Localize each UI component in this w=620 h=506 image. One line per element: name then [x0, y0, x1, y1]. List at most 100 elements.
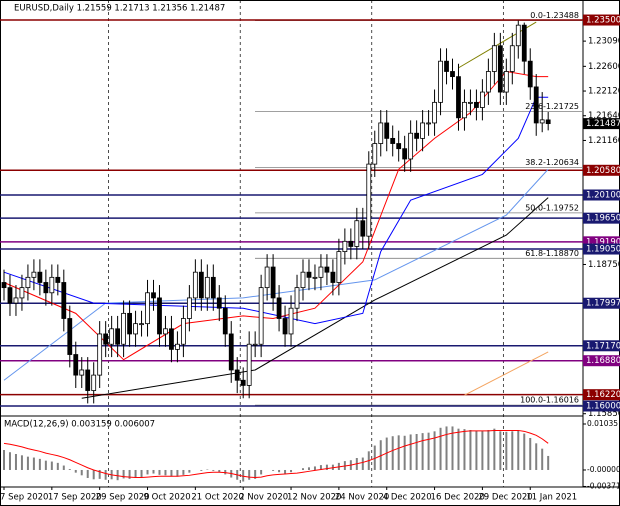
fib-label: 61.8-1.18870	[525, 249, 579, 258]
level-label: 1.17170	[586, 341, 620, 351]
candle-body	[264, 266, 270, 289]
candle-body	[222, 307, 228, 335]
current-price-tag	[583, 118, 620, 130]
candle-body	[462, 101, 467, 119]
candle-body	[61, 282, 67, 319]
level-label: 1.19650	[586, 214, 620, 224]
candle-body	[103, 333, 109, 345]
candle-body	[19, 287, 25, 299]
y-tick-label: 1.22600	[588, 62, 620, 72]
candle-body	[133, 323, 138, 335]
level-tag	[583, 297, 620, 309]
candle-body	[246, 343, 252, 386]
candle-body	[342, 240, 348, 253]
y-tick-label: 1.18750	[588, 260, 620, 270]
candle-body	[408, 132, 414, 160]
candle-body	[432, 101, 437, 124]
candle-body	[491, 45, 497, 72]
candle-body	[198, 271, 204, 299]
candle-body	[402, 148, 408, 160]
y-tick-label: 1.23090	[588, 37, 620, 47]
candle-body	[67, 318, 73, 355]
candle-body	[204, 276, 210, 299]
candle-body	[444, 60, 449, 72]
candle-body	[121, 312, 126, 345]
x-tick-label: 24 Nov 2020	[335, 493, 389, 503]
macd-y-tick-label: 0.01035	[587, 419, 618, 428]
candle-body	[175, 343, 180, 350]
candle-body	[109, 328, 115, 345]
candle-body	[43, 282, 49, 294]
indicator-line	[464, 351, 549, 396]
level-tag	[583, 355, 620, 367]
candle-body	[157, 297, 162, 335]
candle-body	[348, 240, 354, 247]
candle-body	[97, 333, 103, 376]
y-tick-label: 1.21640	[588, 111, 620, 121]
candle-body	[360, 220, 366, 237]
candle-body	[527, 60, 533, 88]
indicator-line	[3, 96, 549, 325]
candle-body	[306, 271, 312, 278]
level-tag	[583, 236, 620, 248]
level-tag	[583, 14, 620, 26]
level-tag	[583, 164, 620, 176]
current-price-label: 1.21487	[586, 119, 620, 129]
candle-body	[372, 143, 378, 165]
macd-y-tick-label: -0.00000	[587, 465, 620, 474]
x-tick-label: 12 Nov 2020	[287, 493, 341, 503]
x-tick-label: 7 Sep 2020	[0, 493, 48, 503]
candle-body	[240, 379, 246, 386]
candle-body	[515, 24, 521, 47]
candle-body	[324, 266, 330, 273]
candle-body	[503, 71, 509, 93]
level-label: 1.20100	[586, 190, 620, 200]
candle-body	[79, 369, 85, 376]
candle-body	[456, 76, 461, 119]
candle-body	[1, 282, 7, 289]
fib-label: 38.2-1.20634	[525, 158, 579, 167]
candle-body	[7, 287, 13, 304]
candle-body	[474, 101, 479, 108]
candle-body	[252, 343, 258, 346]
candle-body	[420, 122, 426, 139]
level-tag	[583, 400, 620, 412]
y-tick-label: 1.22120	[588, 87, 620, 97]
x-tick-label: 17 Sep 2020	[48, 493, 102, 503]
candle-body	[228, 333, 234, 371]
level-tag	[583, 189, 620, 201]
x-tick-label: 29 Sep 2020	[96, 493, 150, 503]
candle-body	[479, 91, 485, 108]
candle-body	[438, 60, 443, 103]
level-label: 1.16880	[586, 356, 620, 366]
candle-body	[330, 271, 336, 283]
candle-body	[91, 374, 97, 391]
chart-title: EURUSD,Daily 1.21559 1.21713 1.21356 1.2…	[14, 4, 225, 14]
candle-body	[450, 71, 455, 78]
candle-body	[216, 297, 222, 309]
candle-body	[145, 292, 150, 325]
level-label: 1.19190	[586, 237, 620, 247]
fib-label: 100.0-1.16016	[520, 396, 579, 405]
candle-body	[521, 24, 527, 62]
level-label: 1.16000	[586, 401, 620, 411]
candle-body	[192, 271, 198, 299]
candle-body	[318, 266, 324, 278]
candle-body	[37, 271, 43, 283]
candle-body	[85, 369, 91, 391]
y-tick-label: 1.21160	[588, 136, 620, 146]
x-tick-label: 16 Dec 2020	[431, 493, 485, 503]
level-tag	[583, 243, 620, 255]
candle-body	[73, 354, 79, 376]
candle-body	[186, 297, 192, 319]
candle-body	[390, 137, 396, 144]
candle-body	[258, 287, 264, 345]
candle-body	[509, 45, 515, 72]
candle-body	[312, 276, 318, 279]
fib-label: 50.0-1.19752	[525, 203, 579, 212]
candle-body	[288, 307, 294, 335]
candle-body	[539, 119, 545, 124]
candle-body	[426, 122, 431, 125]
fib-label: 0.0-1.23488	[530, 11, 579, 20]
